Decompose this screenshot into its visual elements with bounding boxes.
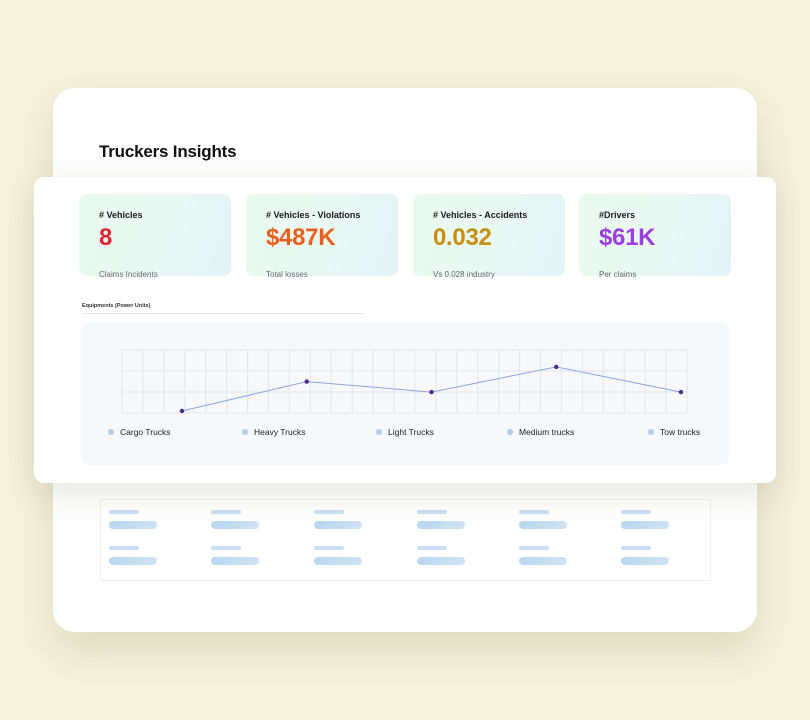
data-point-heavy-trucks[interactable] (304, 379, 309, 384)
skeleton-bar (211, 557, 259, 565)
chart-section-title: Equipments (Power Units) (82, 303, 151, 309)
skeleton-bar (211, 510, 241, 514)
kpi-label: # Vehicles (99, 210, 143, 220)
legend-item-cargo-trucks[interactable]: Cargo Trucks (108, 426, 171, 438)
skeleton-bar (519, 510, 549, 514)
legend-dot-icon (108, 429, 114, 435)
skeleton-bar (109, 557, 157, 565)
skeleton-bar (417, 557, 465, 565)
legend-dot-icon (376, 429, 382, 435)
skeleton-bar (519, 546, 549, 550)
page-title: Truckers Insights (99, 142, 237, 161)
kpi-subtext: Per claims (599, 270, 637, 279)
skeleton-bar (109, 510, 139, 514)
skeleton-table (100, 499, 711, 581)
kpi-label: #Drivers (599, 210, 636, 220)
kpi-value: $487K (266, 224, 336, 251)
kpi-card-violations: # Vehicles - Violations $487K Total loss… (246, 194, 398, 279)
data-point-medium-trucks[interactable] (554, 364, 559, 370)
skeleton-bar (211, 521, 259, 529)
kpi-label: # Vehicles - Accidents (433, 210, 528, 220)
metrics-panel: # Vehicles 8 Claims Incidents # Vehicles… (34, 177, 776, 483)
skeleton-bar (417, 546, 447, 550)
legend-label: Medium trucks (519, 427, 575, 437)
data-point-light-trucks[interactable] (429, 389, 434, 395)
skeleton-bar (417, 521, 465, 529)
kpi-value: $61K (599, 224, 656, 251)
skeleton-bar (109, 546, 139, 550)
kpi-subtext: Vs 0.028 industry (433, 270, 495, 279)
skeleton-bar (621, 521, 669, 529)
chart-grid (121, 349, 688, 414)
line-chart (121, 349, 688, 414)
series-line (181, 366, 682, 412)
skeleton-bar (314, 557, 362, 565)
skeleton-bar (211, 546, 241, 550)
skeleton-bar (621, 557, 669, 565)
kpi-value: 8 (99, 224, 113, 251)
chart-points (179, 364, 684, 414)
kpi-label: # Vehicles - Violations (266, 210, 361, 220)
skeleton-bar (417, 510, 447, 514)
legend-dot-icon (242, 429, 248, 435)
data-point-cargo-trucks[interactable] (179, 408, 185, 414)
skeleton-bar (314, 521, 362, 529)
legend-label: Heavy Trucks (254, 427, 306, 437)
legend-item-light-trucks[interactable]: Light Trucks (376, 426, 434, 438)
skeleton-bar (109, 521, 157, 529)
section-divider (82, 313, 364, 314)
legend-item-medium-trucks[interactable]: Medium trucks (507, 426, 574, 438)
legend-dot-icon (648, 429, 654, 435)
skeleton-bar (314, 546, 344, 550)
legend-label: Cargo Trucks (120, 427, 171, 437)
kpi-card-drivers: #Drivers $61K Per claims (579, 194, 731, 279)
skeleton-bar (621, 546, 651, 550)
equipment-chart: Cargo Trucks Heavy Trucks Light Trucks M… (81, 322, 729, 465)
legend-item-tow-trucks[interactable]: Tow trucks (648, 426, 700, 438)
skeleton-bar (519, 557, 567, 565)
kpi-card-vehicles: # Vehicles 8 Claims Incidents (79, 194, 231, 279)
legend-label: Light Trucks (388, 427, 434, 437)
legend-item-heavy-trucks[interactable]: Heavy Trucks (242, 426, 306, 438)
skeleton-bar (621, 510, 651, 514)
skeleton-bar (314, 510, 344, 514)
skeleton-bar (519, 521, 567, 529)
kpi-value: 0.032 (433, 224, 492, 251)
data-point-tow-trucks[interactable] (678, 389, 684, 395)
legend-dot-icon (507, 429, 513, 435)
kpi-subtext: Claims Incidents (99, 270, 158, 279)
kpi-subtext: Total losses (266, 270, 308, 279)
legend-label: Tow trucks (660, 427, 701, 437)
kpi-card-accidents: # Vehicles - Accidents 0.032 Vs 0.028 in… (413, 194, 565, 279)
